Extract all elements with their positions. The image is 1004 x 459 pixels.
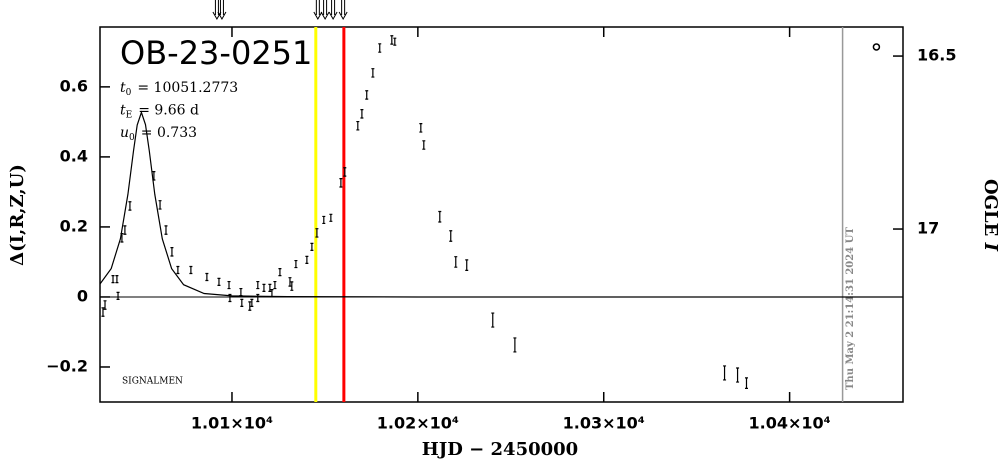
error-bar — [513, 337, 517, 353]
error-bar — [449, 230, 453, 242]
parameter-value: = 0.733 — [141, 125, 197, 141]
error-bar — [101, 307, 105, 317]
parameter: u0 = 0.733 — [120, 125, 197, 143]
error-bar — [288, 277, 292, 287]
x-tick-label: 1.04×10⁴ — [749, 414, 831, 433]
error-bar — [262, 283, 266, 292]
parameter: t0 = 10051.2773 — [120, 80, 238, 98]
error-bar — [310, 242, 314, 251]
error-bar — [256, 280, 260, 290]
error-bar — [176, 265, 180, 275]
arrow — [217, 0, 227, 21]
error-bar — [115, 274, 119, 284]
x-tick-label: 1.03×10⁴ — [563, 414, 645, 433]
parameter-subscript: 0 — [126, 88, 132, 98]
error-bar — [294, 259, 298, 269]
parameter-subscript: 0 — [129, 133, 135, 143]
x-tick-label: 1.02×10⁴ — [377, 414, 459, 433]
error-bar — [228, 293, 232, 303]
error-bar — [273, 280, 277, 290]
y-tick-label: −0.2 — [46, 356, 88, 375]
error-bar — [256, 293, 260, 303]
arrow — [328, 0, 338, 21]
parameter-value: = 9.66 d — [138, 103, 199, 119]
error-bar — [290, 281, 294, 291]
plot-frame — [99, 26, 904, 403]
timestamp: Thu May 2 21:14:31 2024 UT — [845, 227, 856, 390]
error-bar — [491, 312, 495, 328]
error-bar — [343, 167, 347, 177]
y-tick-label: 0.4 — [60, 146, 88, 165]
error-bar — [356, 120, 360, 131]
y-tick-label: 0.2 — [60, 216, 88, 235]
error-bar — [365, 90, 369, 100]
error-bar — [170, 246, 174, 257]
y2-tick-label: 17 — [917, 219, 939, 238]
parameter-value: = 10051.2773 — [137, 80, 238, 96]
error-bar — [736, 367, 740, 383]
error-bar — [378, 43, 382, 53]
chart-title: OB-23-0251 — [120, 34, 312, 72]
error-bar — [205, 272, 209, 282]
arrow — [212, 0, 222, 21]
error-bar — [422, 140, 426, 150]
parameter-subscript: E — [126, 110, 133, 120]
parameter: tE = 9.66 d — [120, 103, 199, 121]
error-bar — [120, 232, 124, 243]
error-bar — [371, 68, 375, 78]
error-bar — [240, 298, 244, 308]
error-bar — [454, 256, 458, 268]
parameter-symbol: t — [120, 80, 126, 96]
error-bar — [152, 171, 156, 181]
error-bar — [270, 289, 274, 298]
error-bar — [250, 298, 254, 308]
error-bar — [189, 265, 193, 275]
error-bar — [128, 201, 132, 211]
error-bar — [322, 215, 326, 225]
error-bar — [158, 200, 162, 210]
y-tick-label: 0 — [77, 286, 88, 305]
arrow — [313, 0, 323, 21]
point — [872, 43, 881, 51]
error-bar — [116, 291, 120, 301]
y-axis-label: Δ(I,R,Z,U) — [7, 164, 28, 266]
error-bar — [438, 210, 442, 223]
error-bar — [329, 213, 333, 222]
error-bar — [315, 228, 319, 238]
error-bar — [268, 283, 272, 292]
parameter-symbol: u — [120, 125, 129, 141]
parameter-symbol: t — [120, 103, 126, 119]
error-bar — [164, 225, 168, 235]
error-bar — [390, 35, 394, 45]
error-bar — [227, 280, 231, 290]
y-tick-label: 0.6 — [60, 76, 88, 95]
error-bar — [465, 259, 469, 271]
error-bar — [305, 255, 309, 264]
x-tick-label: 1.01×10⁴ — [191, 414, 273, 433]
error-bar — [239, 287, 243, 297]
error-bar — [360, 109, 364, 119]
error-bar — [339, 178, 343, 188]
error-bar — [723, 365, 727, 381]
y2-axis-label: OGLE I — [980, 179, 1001, 252]
error-bar — [744, 377, 748, 389]
error-bar — [103, 300, 107, 310]
arrow — [320, 0, 330, 21]
y2-label-italic: I — [980, 242, 1001, 252]
error-bar — [393, 37, 397, 46]
x-axis-label: HJD − 2450000 — [422, 439, 578, 459]
error-bar — [217, 277, 221, 287]
error-bar — [248, 301, 252, 311]
error-bar — [111, 274, 115, 284]
y2-tick-label: 16.5 — [917, 46, 956, 65]
error-bar — [278, 267, 282, 277]
y2-label-text: OGLE — [980, 179, 1001, 243]
model-curve — [99, 110, 903, 298]
error-bar — [123, 225, 127, 235]
arrow — [338, 0, 348, 21]
error-bar — [419, 123, 423, 133]
corner-label: SIGNALMEN — [122, 377, 183, 387]
